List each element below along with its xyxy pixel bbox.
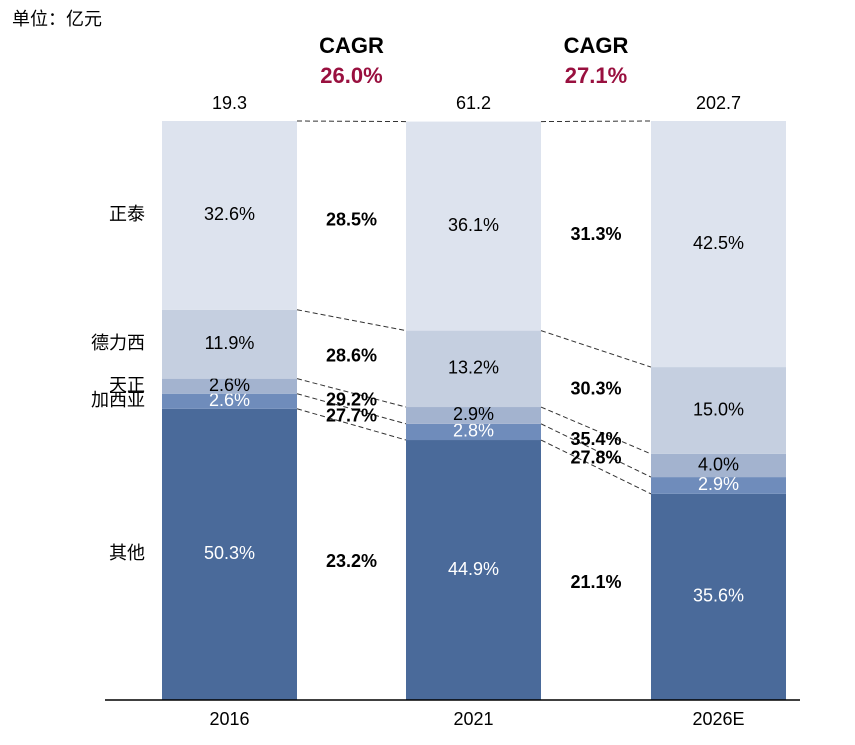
bar-segment — [651, 493, 786, 700]
bar-segment — [651, 477, 786, 494]
value-label: 2.6% — [209, 375, 250, 395]
value-label: 35.6% — [693, 586, 744, 606]
series-label: 正泰 — [109, 204, 145, 224]
cagr-label: 27.8% — [570, 447, 621, 467]
series-label: 其他 — [109, 543, 145, 563]
bar-segment — [162, 393, 297, 409]
cagr-label: 35.4% — [570, 429, 621, 449]
series-label: 德力西 — [91, 333, 145, 353]
bar-segment — [651, 121, 786, 368]
cagr-label: 31.3% — [570, 224, 621, 244]
cagr-label: 28.5% — [326, 209, 377, 229]
value-label: 2.6% — [209, 390, 250, 410]
value-label: 4.0% — [698, 454, 739, 474]
bar-segment — [406, 330, 541, 408]
bar-segment — [162, 408, 297, 700]
value-label: 11.9% — [205, 333, 255, 353]
cagr-label: 29.2% — [326, 390, 377, 410]
cagr-title: CAGR — [564, 33, 629, 58]
cagr-label: 27.7% — [326, 405, 377, 425]
bar-segment — [162, 121, 297, 310]
value-label: 2.8% — [453, 421, 494, 441]
value-label: 32.6% — [204, 204, 255, 224]
cagr-label: 28.6% — [326, 345, 377, 365]
series-label: 天正 — [109, 375, 145, 395]
value-label: 50.3% — [204, 543, 255, 563]
connector — [296, 408, 407, 441]
total-label: 19.3 — [212, 93, 247, 113]
value-label: 13.2% — [448, 358, 499, 378]
cagr-label: 23.2% — [326, 551, 377, 571]
x-tick-label: 2021 — [453, 709, 493, 729]
value-label: 42.5% — [693, 233, 744, 253]
bar-segment — [651, 367, 786, 454]
bar-segment — [406, 121, 541, 331]
bar-segment — [406, 423, 541, 441]
cagr-label: 30.3% — [570, 378, 621, 398]
value-label: 36.1% — [448, 215, 499, 235]
bar-segment — [651, 453, 786, 478]
connector — [296, 120, 407, 123]
unit-label: 单位：亿元 — [12, 9, 102, 29]
bar-segment — [162, 309, 297, 379]
total-label: 61.2 — [456, 93, 491, 113]
connector — [540, 330, 652, 368]
connector — [540, 423, 652, 478]
cagr-title: CAGR — [319, 33, 384, 58]
value-label: 2.9% — [698, 474, 739, 494]
cagr-total: 26.0% — [320, 63, 382, 88]
bar-segment — [406, 407, 541, 424]
value-label: 44.9% — [448, 559, 499, 579]
value-label: 2.9% — [453, 404, 494, 424]
connector — [296, 309, 407, 332]
connector — [540, 120, 652, 123]
bar-segment — [162, 378, 297, 394]
x-tick-label: 2026E — [692, 709, 744, 729]
bar-segment — [406, 440, 541, 700]
total-label: 202.7 — [696, 93, 741, 113]
connector — [540, 406, 652, 455]
connector — [540, 439, 652, 495]
series-label: 加西亚 — [91, 390, 145, 410]
cagr-label: 21.1% — [570, 572, 621, 592]
x-tick-label: 2016 — [209, 709, 249, 729]
connector — [296, 393, 407, 425]
cagr-total: 27.1% — [565, 63, 627, 88]
connector — [296, 378, 407, 408]
value-label: 15.0% — [693, 399, 744, 419]
